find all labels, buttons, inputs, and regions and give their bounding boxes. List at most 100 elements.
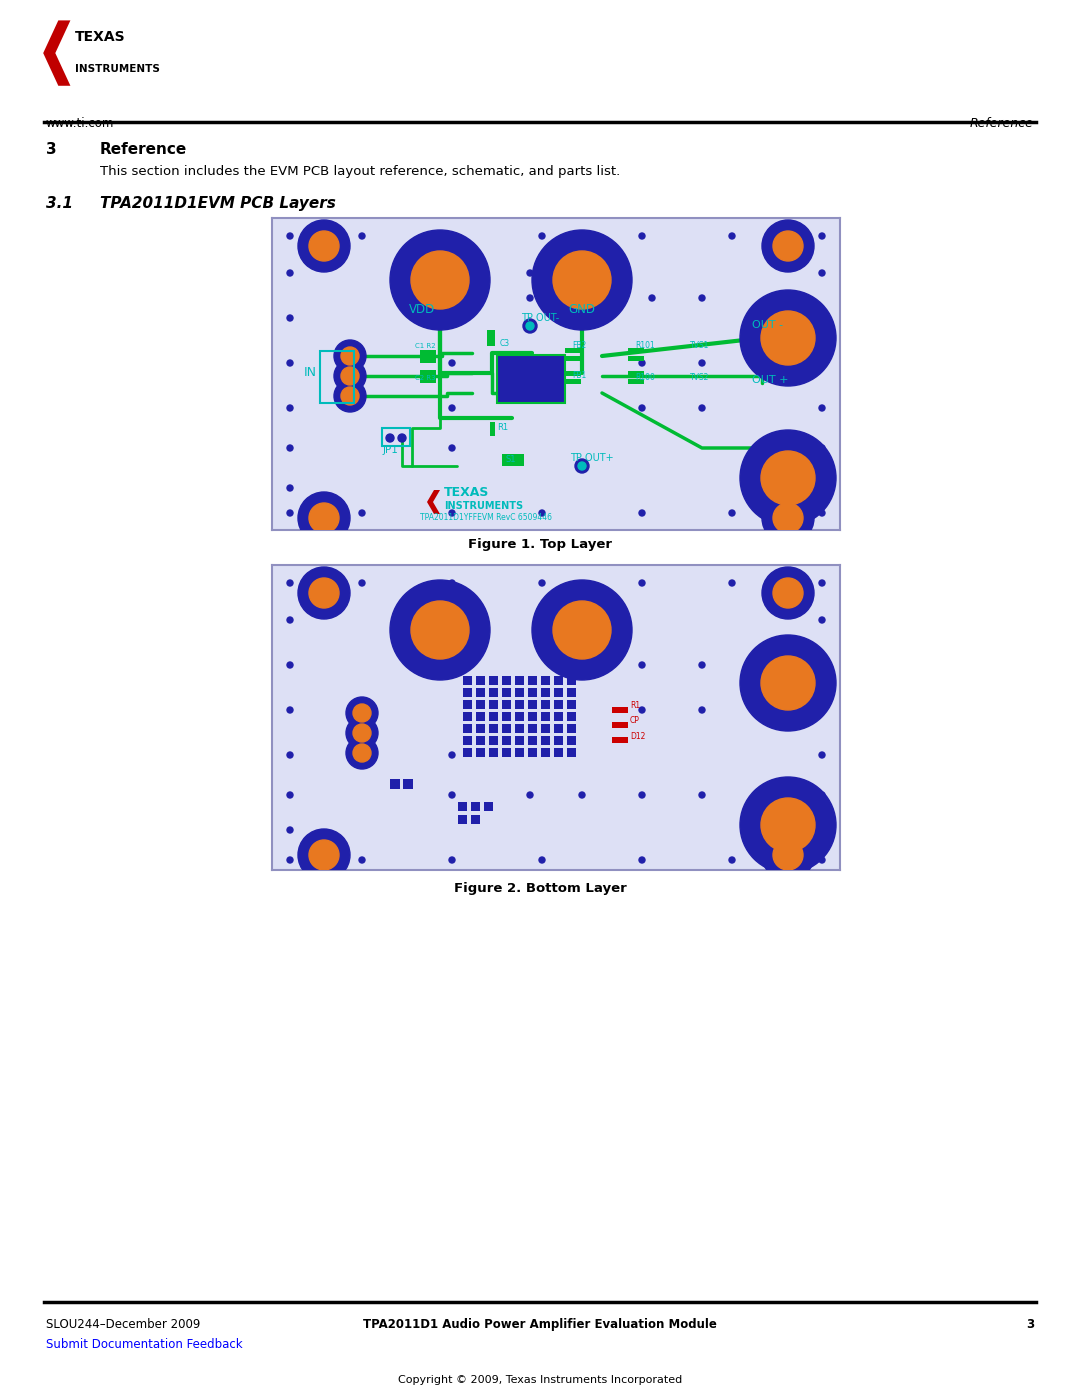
Text: 3: 3 — [46, 142, 56, 156]
Bar — [489, 724, 498, 733]
Circle shape — [353, 724, 372, 742]
Bar — [420, 379, 436, 383]
Circle shape — [773, 840, 804, 870]
Circle shape — [287, 485, 293, 490]
Circle shape — [341, 346, 359, 365]
Text: C2 R3: C2 R3 — [415, 374, 435, 381]
Circle shape — [287, 707, 293, 712]
Text: TEXAS: TEXAS — [444, 486, 489, 500]
Circle shape — [740, 777, 836, 873]
Text: R101: R101 — [635, 341, 654, 351]
Bar — [541, 700, 550, 710]
Circle shape — [819, 752, 825, 759]
Circle shape — [553, 601, 611, 659]
Circle shape — [346, 697, 378, 729]
Bar — [541, 736, 550, 745]
Circle shape — [449, 360, 455, 366]
Text: OUT +: OUT + — [752, 374, 788, 386]
Circle shape — [359, 856, 365, 863]
Text: Figure 1. Top Layer: Figure 1. Top Layer — [468, 538, 612, 550]
Circle shape — [298, 567, 350, 619]
Bar — [528, 676, 537, 685]
Text: JP1: JP1 — [382, 446, 397, 455]
Bar — [463, 747, 472, 757]
Bar — [489, 700, 498, 710]
Circle shape — [523, 319, 537, 332]
Circle shape — [761, 657, 815, 710]
Bar — [458, 802, 467, 812]
Bar — [489, 736, 498, 745]
Bar — [463, 724, 472, 733]
Bar — [528, 747, 537, 757]
Bar — [554, 687, 563, 697]
Bar — [612, 707, 627, 712]
Bar — [567, 676, 576, 685]
Circle shape — [639, 707, 645, 712]
Text: 3: 3 — [1026, 1317, 1034, 1331]
Text: TP OUT-: TP OUT- — [521, 313, 559, 323]
Circle shape — [699, 662, 705, 668]
Bar — [502, 687, 511, 697]
Text: R1: R1 — [497, 423, 508, 432]
Circle shape — [527, 295, 534, 300]
Text: FB2: FB2 — [572, 341, 586, 351]
Bar — [541, 712, 550, 721]
Bar — [502, 454, 524, 467]
Circle shape — [411, 251, 469, 309]
Circle shape — [639, 662, 645, 668]
Text: CP: CP — [630, 717, 639, 725]
Circle shape — [298, 492, 350, 543]
Circle shape — [359, 580, 365, 585]
Circle shape — [298, 219, 350, 272]
Circle shape — [390, 580, 490, 680]
Bar — [476, 747, 485, 757]
Bar — [476, 712, 485, 721]
Text: OUT -: OUT - — [752, 320, 783, 330]
Text: Reference: Reference — [100, 142, 187, 156]
Circle shape — [353, 745, 372, 761]
Bar — [471, 814, 480, 824]
Bar — [528, 712, 537, 721]
Bar — [502, 736, 511, 745]
Bar — [612, 738, 627, 743]
Circle shape — [346, 738, 378, 768]
Bar — [382, 427, 410, 446]
Circle shape — [639, 792, 645, 798]
Circle shape — [287, 792, 293, 798]
Bar — [541, 724, 550, 733]
Bar — [528, 736, 537, 745]
Text: Reference: Reference — [970, 117, 1034, 130]
Bar — [528, 724, 537, 733]
Circle shape — [287, 662, 293, 668]
Circle shape — [449, 792, 455, 798]
Circle shape — [649, 295, 654, 300]
Text: TEXAS: TEXAS — [75, 29, 125, 43]
Bar — [565, 372, 581, 376]
Circle shape — [449, 405, 455, 411]
Bar — [554, 724, 563, 733]
Circle shape — [334, 380, 366, 412]
Text: Submit Documentation Feedback: Submit Documentation Feedback — [46, 1338, 243, 1351]
Bar — [463, 687, 472, 697]
Circle shape — [819, 233, 825, 239]
Circle shape — [341, 367, 359, 386]
Circle shape — [819, 580, 825, 585]
Text: R1: R1 — [630, 701, 640, 710]
Bar — [567, 724, 576, 733]
Circle shape — [819, 446, 825, 451]
Bar — [502, 676, 511, 685]
Circle shape — [359, 510, 365, 515]
Circle shape — [819, 485, 825, 490]
Circle shape — [639, 580, 645, 585]
Bar — [554, 700, 563, 710]
Bar — [567, 747, 576, 757]
Text: This section includes the EVM PCB layout reference, schematic, and parts list.: This section includes the EVM PCB layout… — [100, 165, 620, 177]
Circle shape — [729, 510, 735, 515]
Circle shape — [353, 704, 372, 722]
Circle shape — [578, 462, 586, 469]
Bar — [497, 355, 565, 402]
Bar — [471, 802, 480, 812]
Bar — [489, 747, 498, 757]
Circle shape — [449, 233, 455, 239]
Bar — [612, 722, 627, 728]
